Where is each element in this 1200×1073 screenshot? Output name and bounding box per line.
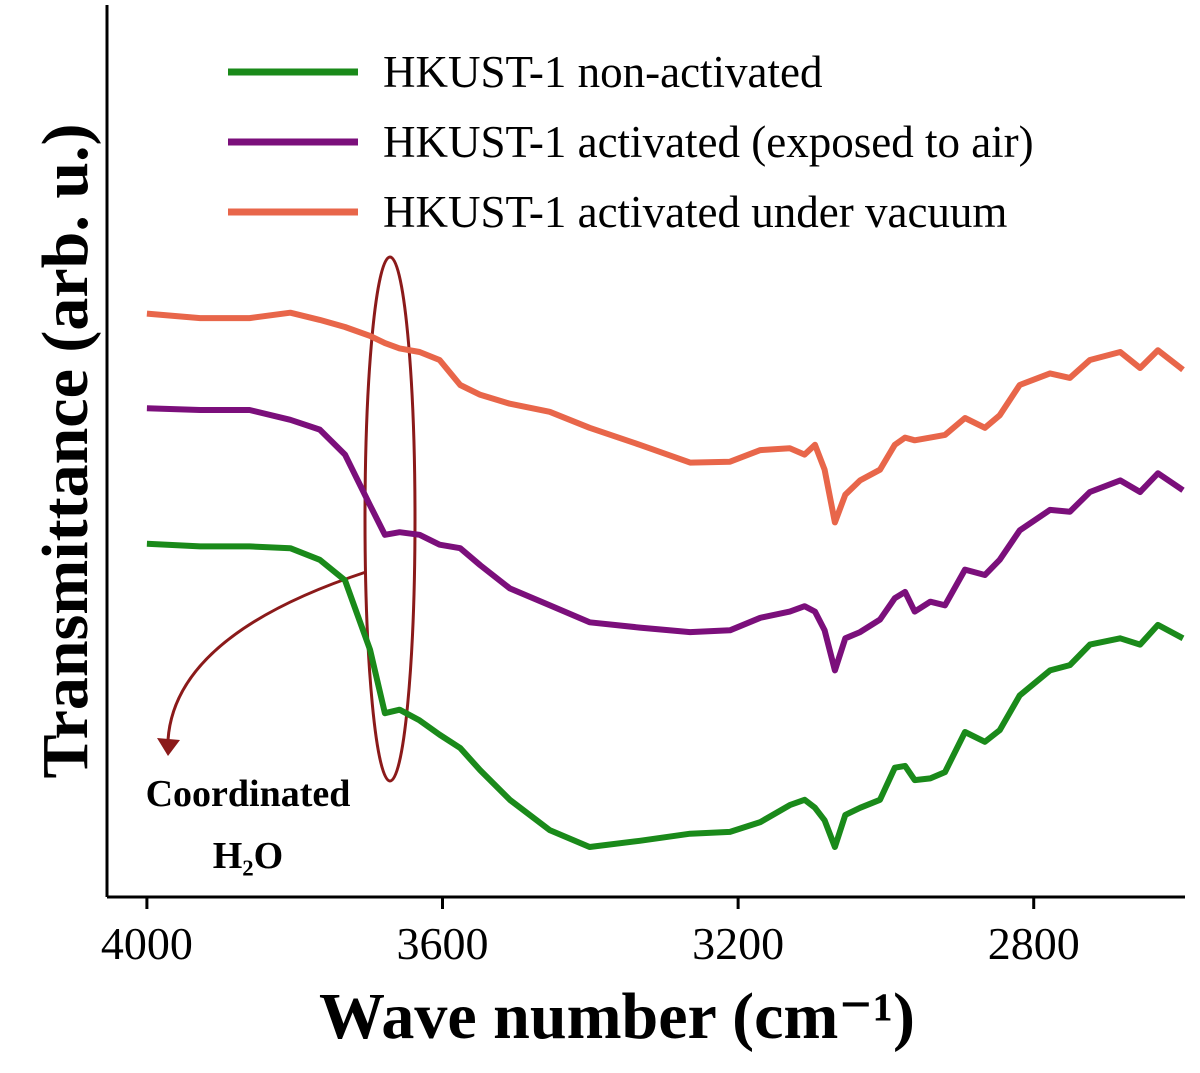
legend-label: HKUST-1 activated under vacuum — [383, 187, 1007, 237]
annotation-text: H₂O — [213, 835, 284, 877]
plot-area: 4000 3600 3200 2800 HKUST-1 non-activated HKU… — [101, 47, 1185, 969]
x-tick-label: 3600 — [397, 918, 489, 969]
x-tick-label: 2800 — [988, 918, 1080, 969]
arrow-head — [157, 738, 180, 756]
annotation-arrow — [166, 570, 367, 741]
series-line — [146, 309, 1185, 526]
legend-label: HKUST-1 activated (exposed to air) — [383, 117, 1034, 167]
y-axis-title: Transmittance (arb. u.) — [29, 123, 102, 778]
x-tick-label: 3200 — [692, 918, 784, 969]
series-line — [146, 540, 1185, 850]
series-line — [146, 405, 1185, 674]
legend-label: HKUST-1 non-activated — [383, 47, 823, 97]
highlight-ellipse — [363, 255, 417, 783]
x-axis-title: Wave number (cm⁻¹) — [319, 980, 915, 1053]
x-tick-label: 4000 — [101, 918, 193, 969]
annotation-text: Coordinated — [146, 773, 351, 815]
